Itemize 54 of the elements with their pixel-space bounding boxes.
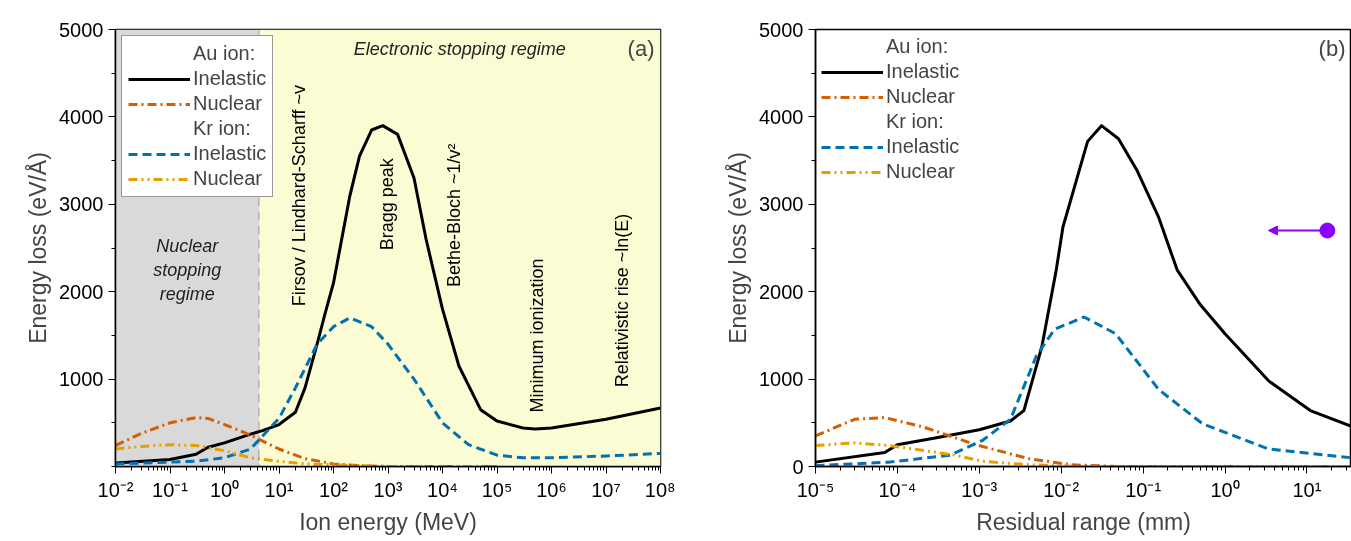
- y-tick-label: 2000: [59, 280, 104, 303]
- x-tick-label: 10¹: [264, 478, 294, 501]
- x-tick-label: 10⁻¹: [1125, 478, 1162, 501]
- x-axis-title: Ion energy (MeV): [299, 508, 477, 535]
- x-tick-label: 10⁻²: [1043, 478, 1080, 501]
- x-tick-label: 10⁸: [644, 478, 676, 501]
- legend-label: Nuclear: [886, 85, 955, 108]
- y-axis-title: Energy loss (eV/Å): [724, 152, 752, 344]
- x-tick-label: 10³: [373, 478, 403, 501]
- annotation: Bethe-Bloch ~1/v²: [444, 143, 465, 288]
- y-tick-label: 5000: [759, 18, 804, 41]
- y-tick-label: 2000: [759, 280, 804, 303]
- y-tick-label: 1000: [59, 368, 104, 391]
- legend-label: Nuclear: [193, 92, 262, 115]
- legend-label: Nuclear: [886, 160, 955, 183]
- legend-label: Inelastic: [886, 135, 960, 158]
- y-tick-label: 0: [792, 455, 804, 478]
- x-tick-label: 10⁷: [591, 478, 621, 501]
- annotation: Relativistic rise ~ln(E): [612, 213, 633, 388]
- band-label: Nuclear stopping regime: [153, 235, 222, 304]
- band-label: Electronic stopping regime: [353, 39, 566, 60]
- x-axis-title: Residual range (mm): [976, 508, 1191, 535]
- annotation: (b): [1318, 35, 1346, 61]
- legend-label: Inelastic: [886, 60, 960, 83]
- y-tick-label: 5000: [59, 18, 104, 41]
- x-tick-label: 10⁻³: [961, 478, 998, 501]
- y-axis-title: Energy loss (eV/Å): [24, 152, 52, 344]
- y-tick-label: 4000: [759, 105, 804, 128]
- x-tick-label: 10⁰: [1210, 478, 1240, 501]
- x-tick-label: 10⁶: [536, 478, 567, 501]
- annotation: Firsov / Lindhard-Scharff ~v: [289, 84, 310, 307]
- x-tick-label: 10⁰: [209, 478, 240, 501]
- y-tick-label: 4000: [59, 105, 104, 128]
- x-tick-label: 10⁻²: [97, 478, 134, 501]
- legend-label: Inelastic: [193, 67, 267, 90]
- x-tick-label: 10⁻⁵: [796, 478, 835, 501]
- legend-label: Inelastic: [193, 142, 267, 165]
- x-tick-label: 10⁻⁴: [878, 478, 917, 501]
- text: Au ion:: [193, 42, 256, 64]
- x-tick-label: 10⁵: [481, 478, 513, 501]
- text: Au ion:: [886, 35, 949, 57]
- annotation: Minimum ionization: [526, 258, 547, 413]
- text: Kr ion:: [193, 117, 251, 139]
- x-tick-label: 10²: [319, 478, 349, 501]
- x-tick-label: 10¹: [1292, 478, 1322, 501]
- x-tick-label: 10⁻¹: [152, 478, 189, 501]
- annotation: Bragg peak: [377, 157, 398, 251]
- x-tick-label: 10⁴: [427, 478, 458, 501]
- y-tick-label: 3000: [59, 193, 104, 216]
- legend-label: Nuclear: [193, 167, 262, 190]
- text: Kr ion:: [886, 110, 944, 132]
- y-tick-label: 1000: [759, 368, 804, 391]
- y-tick-label: 3000: [759, 193, 804, 216]
- annotation: (a): [627, 35, 655, 61]
